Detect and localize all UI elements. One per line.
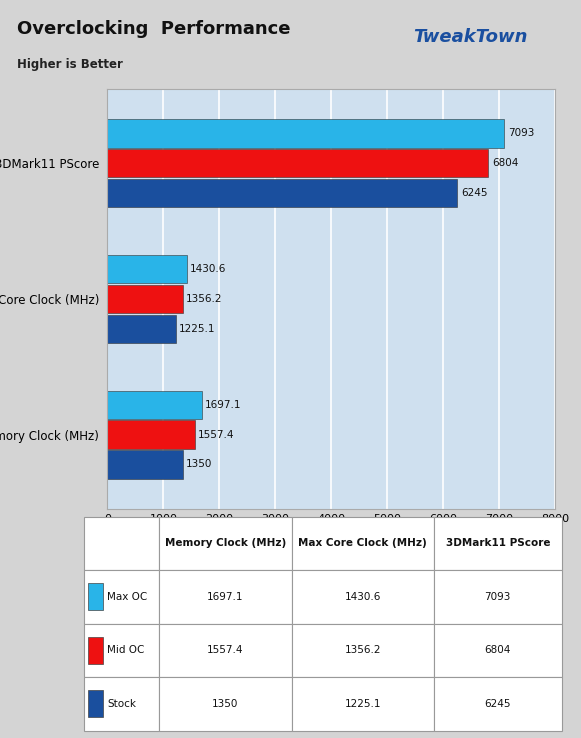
Text: 6804: 6804 (485, 645, 511, 655)
Bar (84, 570, 159, 624)
Text: 7093: 7093 (508, 128, 535, 138)
Text: 1697.1: 1697.1 (205, 400, 242, 410)
Text: 1350: 1350 (212, 699, 238, 709)
Text: 6804: 6804 (493, 158, 519, 168)
Bar (107, 119, 504, 148)
Bar (107, 450, 183, 479)
Text: 1225.1: 1225.1 (179, 324, 216, 334)
Bar (434, 624, 562, 677)
Text: 7093: 7093 (485, 592, 511, 602)
Bar (88, 584, 103, 610)
Bar (107, 149, 488, 177)
Text: Max OC: Max OC (107, 592, 148, 602)
Bar (434, 570, 562, 624)
Text: 6245: 6245 (485, 699, 511, 709)
Bar (434, 677, 562, 731)
Text: 1350: 1350 (186, 460, 212, 469)
Bar (292, 570, 434, 624)
Bar (107, 255, 188, 283)
Text: 1430.6: 1430.6 (345, 592, 381, 602)
Bar (159, 677, 292, 731)
Bar (292, 677, 434, 731)
Bar (107, 314, 176, 343)
Bar (84, 624, 159, 677)
Bar (434, 517, 562, 570)
Bar (159, 570, 292, 624)
Bar (84, 517, 159, 570)
Bar (84, 677, 159, 731)
Bar (107, 390, 202, 419)
Text: 1697.1: 1697.1 (207, 592, 243, 602)
Text: 1430.6: 1430.6 (191, 264, 227, 274)
Text: 3DMark11 PScore: 3DMark11 PScore (446, 538, 550, 548)
Text: TweakTown: TweakTown (413, 27, 528, 46)
Text: Memory Clock (MHz): Memory Clock (MHz) (164, 538, 286, 548)
Text: 1356.2: 1356.2 (186, 294, 223, 304)
Bar (159, 517, 292, 570)
Text: 1557.4: 1557.4 (207, 645, 243, 655)
Text: Mid OC: Mid OC (107, 645, 145, 655)
Bar (107, 179, 457, 207)
Text: 6245: 6245 (461, 188, 487, 198)
Text: 1356.2: 1356.2 (345, 645, 381, 655)
Text: 1225.1: 1225.1 (345, 699, 381, 709)
Text: Max Core Clock (MHz): Max Core Clock (MHz) (299, 538, 427, 548)
Bar (107, 421, 195, 449)
Bar (292, 624, 434, 677)
Bar (88, 691, 103, 717)
Text: Higher is Better: Higher is Better (17, 58, 123, 71)
Bar (159, 624, 292, 677)
Bar (107, 285, 184, 313)
Bar (292, 517, 434, 570)
Bar (88, 637, 103, 663)
Text: Overclocking  Performance: Overclocking Performance (17, 19, 290, 38)
Text: 1557.4: 1557.4 (198, 430, 234, 440)
Text: Stock: Stock (107, 699, 137, 709)
